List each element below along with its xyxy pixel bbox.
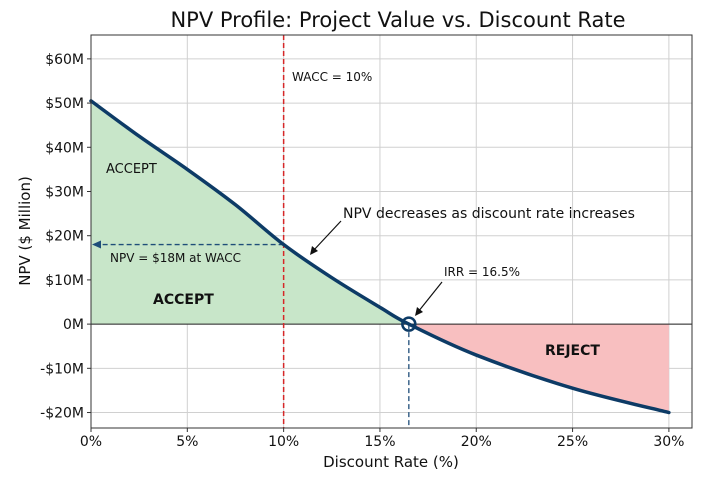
wacc-label: WACC = 10% — [292, 70, 372, 84]
trend-arrow — [312, 220, 342, 252]
y-tick-label: $40M — [45, 140, 84, 156]
trend-label: NPV decreases as discount rate increases — [343, 206, 635, 222]
decision-regions — [91, 100, 669, 413]
reject-region — [408, 324, 669, 413]
npv-wacc-label: NPV = $18M at WACC — [110, 251, 241, 265]
npv-curve — [89, 99, 671, 415]
irr-label: IRR = 16.5% — [444, 265, 520, 279]
x-tick-label: 15% — [364, 434, 395, 450]
x-axis-label: Discount Rate (%) — [323, 453, 459, 471]
trend-arrowhead — [310, 246, 318, 255]
irr-arrowhead — [415, 307, 423, 316]
reject-label: REJECT — [545, 343, 600, 359]
reference-lines — [91, 35, 692, 428]
x-tick-label: 30% — [653, 434, 684, 450]
axis-ticks: 0% 5% 10% 15% 20% 25% 30% -$20M -$10M 0M $10M $20M $… — [40, 52, 684, 450]
x-tick-label: 25% — [557, 434, 588, 450]
y-tick-label: $10M — [45, 273, 84, 289]
x-tick-label: 5% — [176, 434, 198, 450]
y-axis-label: NPV ($ Million) — [16, 176, 34, 286]
y-tick-label: $20M — [45, 229, 84, 245]
x-tick-label: 10% — [268, 434, 299, 450]
y-tick-label: 0M — [63, 317, 84, 333]
plot-frame — [90, 34, 693, 429]
x-tick-label: 20% — [461, 434, 492, 450]
y-tick-label: $30M — [45, 184, 84, 200]
npv-curve-layer — [89, 99, 671, 415]
accept-label-upper: ACCEPT — [106, 162, 157, 177]
y-tick-label: $60M — [45, 52, 84, 68]
irr-marker — [401, 316, 417, 332]
irr-arrow — [417, 281, 443, 313]
y-tick-label: $50M — [45, 96, 84, 112]
accept-label-lower: ACCEPT — [153, 292, 214, 308]
y-tick-label: -$10M — [40, 361, 84, 377]
accept-region — [91, 100, 409, 325]
y-tick-label: -$20M — [40, 406, 84, 422]
chart-title: NPV Profile: Project Value vs. Discount … — [170, 8, 625, 32]
npv-wacc-arrowhead — [92, 240, 101, 249]
x-tick-label: 0% — [80, 434, 102, 450]
